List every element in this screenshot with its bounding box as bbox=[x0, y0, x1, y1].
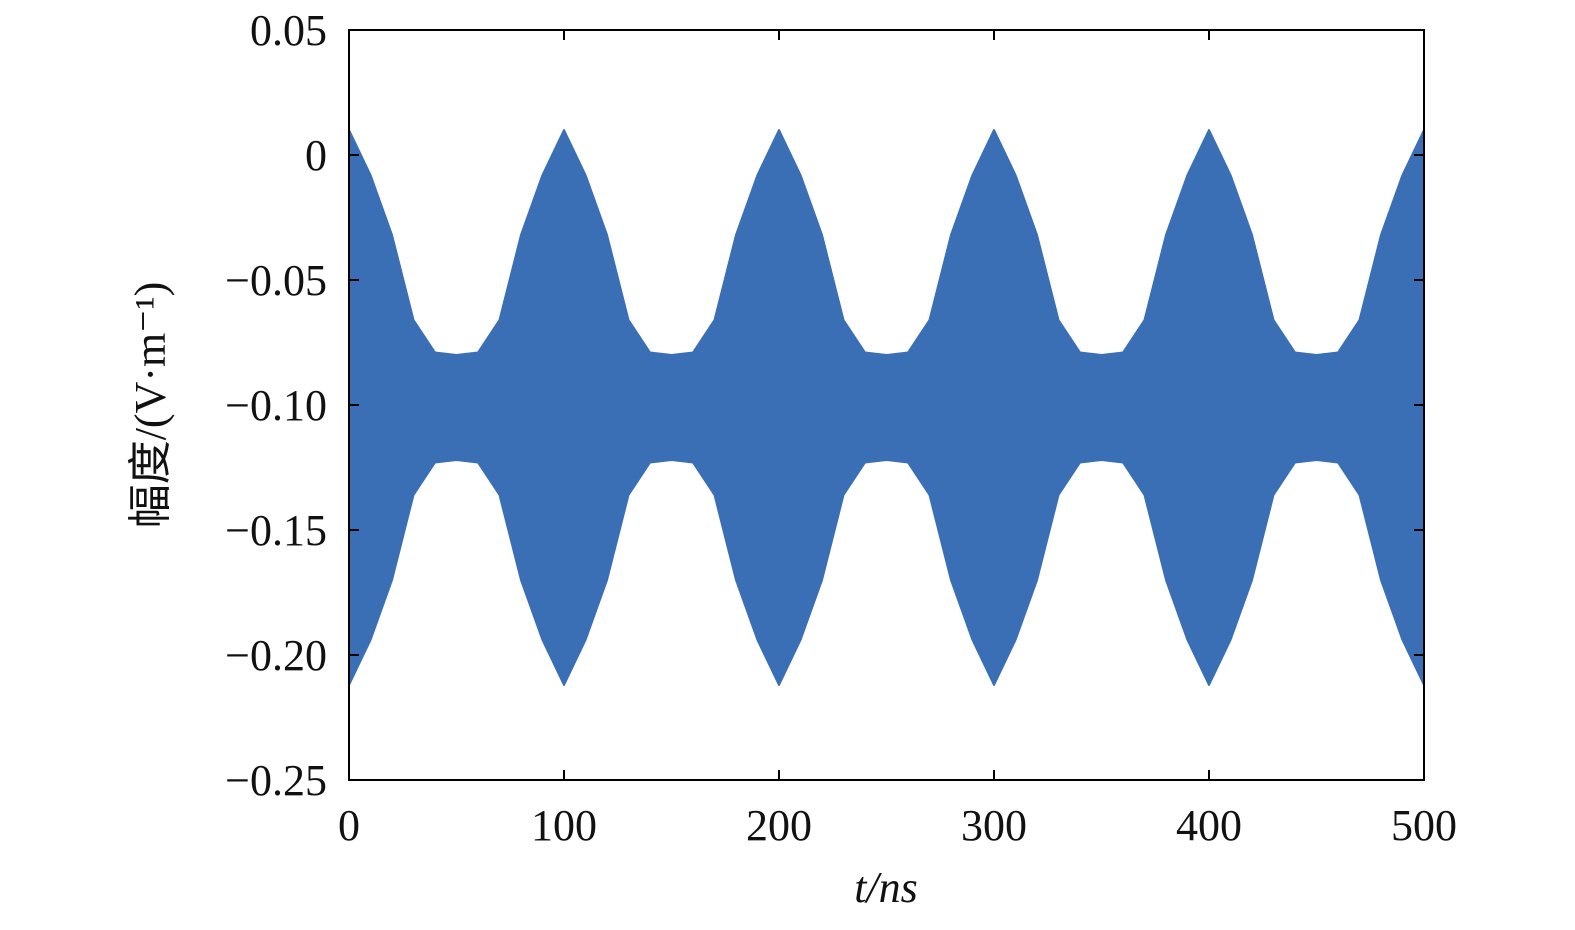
y-tick-label: −0.10 bbox=[225, 381, 327, 430]
y-tick-label: −0.20 bbox=[225, 631, 327, 680]
y-axis-label: 幅度/(V·m⁻¹) bbox=[126, 282, 175, 529]
y-tick-label: −0.25 bbox=[225, 756, 327, 805]
y-tick-label: 0 bbox=[305, 131, 327, 180]
envelope-area bbox=[348, 129, 1425, 686]
x-axis-label: t/ns bbox=[854, 863, 918, 912]
x-tick-label: 400 bbox=[1176, 801, 1242, 850]
y-tick-label: 0.05 bbox=[250, 6, 327, 55]
x-tick-label: 500 bbox=[1391, 801, 1457, 850]
x-tick-label: 300 bbox=[961, 801, 1027, 850]
y-tick-label: −0.05 bbox=[225, 256, 327, 305]
y-tick-label: −0.15 bbox=[225, 506, 327, 555]
x-tick-label: 100 bbox=[531, 801, 597, 850]
x-tick-label: 200 bbox=[746, 801, 812, 850]
x-tick-label: 0 bbox=[338, 801, 360, 850]
